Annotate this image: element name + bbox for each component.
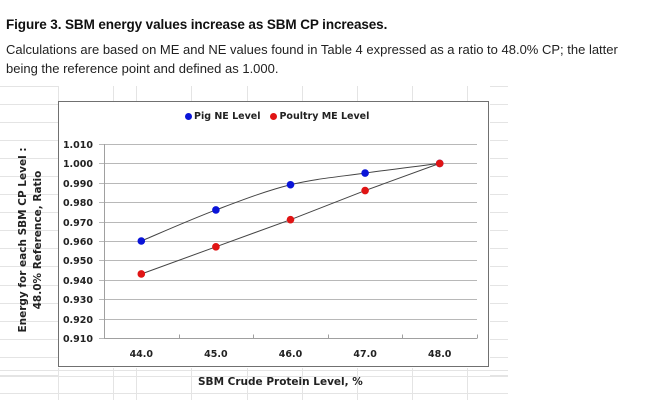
x-axis-title: SBM Crude Protein Level, % [198,376,363,388]
legend-label-poultry: Poultry ME Level [279,111,370,122]
figure-title: Figure 3. SBM energy values increase as … [6,17,388,32]
data-point-pig [137,237,146,245]
y-tick-label: 0.910 [63,334,93,345]
y-tick-label: 0.950 [63,256,93,267]
y-tick-label: 0.970 [63,218,93,229]
chart-area[interactable] [58,101,489,367]
y-tick-label: 0.990 [63,179,93,190]
x-tick-label: 48.0 [428,349,452,360]
x-tick-label: 45.0 [204,349,228,360]
figure-caption: Calculations are based on ME and NE valu… [6,42,618,76]
y-tick-label: 0.930 [63,295,93,306]
data-point-poultry [361,186,369,195]
data-point-pig [286,180,295,189]
legend-item-poultry: Poultry ME Level [270,111,369,122]
data-point-poultry [212,243,220,251]
y-tick-label: 1.000 [63,159,93,170]
y-tick-label: 1.010 [63,140,93,151]
y-axis-title-line-2: 48.0% Reference, Ratio [32,170,44,310]
data-point-pig [361,169,369,177]
x-tick-label: 46.0 [279,349,303,360]
legend: Pig NE Level Poultry ME Level [185,111,379,122]
legend-marker-pig [185,113,192,120]
data-point-poultry [137,270,146,278]
y-tick-label: 0.980 [63,198,93,209]
legend-marker-poultry [270,113,278,120]
y-tick-label: 0.940 [63,276,93,287]
data-point-pig [212,206,220,214]
legend-item-pig: Pig NE Level [185,111,260,122]
x-tick-label: 47.0 [353,349,377,360]
data-point-poultry [286,215,295,224]
y-tick-label: 0.920 [63,315,93,326]
y-axis-title-line-1: Energy for each SBM CP Level : [17,147,29,333]
x-tick-label: 44.0 [130,349,154,360]
data-point-poultry [435,159,444,168]
legend-label-pig: Pig NE Level [194,111,261,122]
y-axis-title: Energy for each SBM CP Level : 48.0% Ref… [6,147,56,332]
y-tick-label: 0.960 [63,237,93,248]
